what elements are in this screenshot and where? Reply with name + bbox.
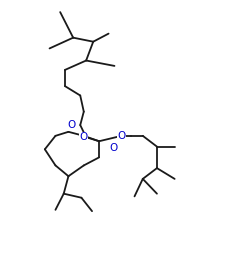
Text: O: O: [80, 132, 88, 142]
Text: O: O: [109, 143, 117, 153]
Text: O: O: [118, 131, 126, 141]
Text: O: O: [68, 120, 76, 130]
